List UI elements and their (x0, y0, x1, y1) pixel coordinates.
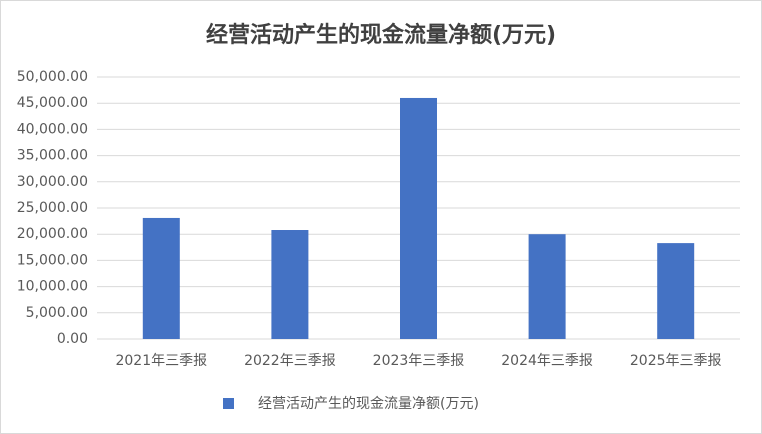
y-tick-label: 40,000.00 (17, 121, 88, 137)
bar (400, 97, 437, 340)
x-tick-label: 2022年三季报 (244, 353, 336, 369)
x-tick-label: 2021年三季报 (115, 353, 207, 369)
watermark: 网易号 | 诗与星空 (652, 407, 756, 422)
y-tick-label: 30,000.00 (17, 174, 88, 190)
y-tick-label: 20,000.00 (17, 226, 88, 242)
y-tick-label: 0.00 (57, 331, 88, 347)
chart-title: 经营活动产生的现金流量净额(万元) (206, 22, 556, 48)
y-tick-label: 15,000.00 (17, 252, 88, 268)
x-tick-label: 2024年三季报 (501, 353, 593, 369)
bar (657, 243, 695, 339)
y-tick-label: 25,000.00 (17, 200, 88, 216)
bar (528, 234, 566, 339)
legend-swatch (223, 398, 234, 409)
y-tick-label: 50,000.00 (17, 69, 88, 85)
x-tick-label: 2025年三季报 (630, 353, 722, 369)
y-tick-label: 5,000.00 (26, 305, 88, 321)
bar (271, 230, 309, 339)
y-tick-label: 45,000.00 (17, 95, 88, 111)
x-tick-label: 2023年三季报 (373, 353, 465, 369)
bar (142, 217, 180, 339)
y-tick-label: 35,000.00 (17, 148, 88, 164)
y-tick-label: 10,000.00 (17, 279, 88, 295)
legend-label: 经营活动产生的现金流量净额(万元) (258, 396, 479, 412)
